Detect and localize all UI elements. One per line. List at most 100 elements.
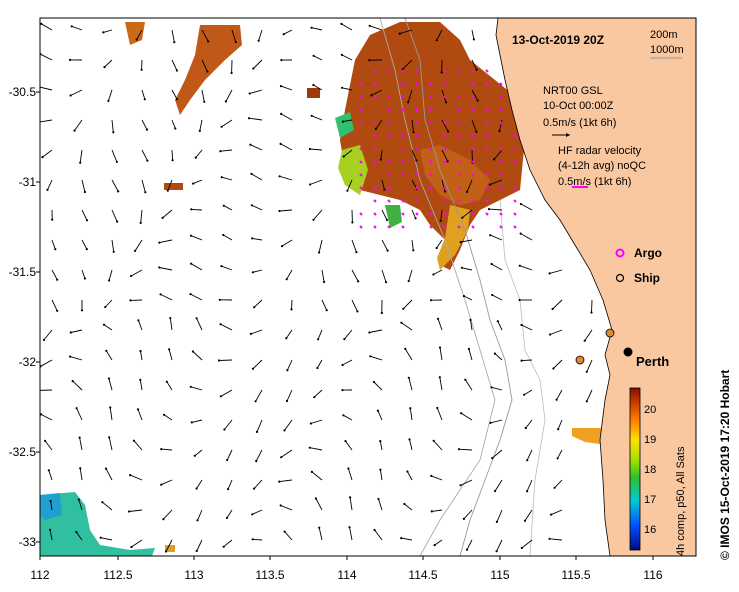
current-vector-head (518, 264, 521, 267)
current-vector (318, 239, 323, 253)
current-vector-head (489, 234, 492, 237)
current-vector-head (549, 333, 552, 336)
current-vector (490, 234, 503, 241)
radar-vector (387, 134, 391, 138)
model-time: 10-Oct 00:00Z (543, 100, 614, 112)
argo-label: Argo (634, 246, 662, 260)
radar-vector (457, 199, 461, 203)
current-vector-head (162, 413, 166, 416)
current-vector (549, 538, 563, 541)
current-vector (309, 179, 323, 185)
current-vector (252, 59, 263, 69)
current-vector (491, 263, 503, 271)
current-vector-head (278, 480, 281, 483)
contour-200m-label: 200m (650, 29, 678, 41)
current-vector-head (318, 251, 321, 254)
radar-vector (429, 121, 433, 125)
current-vector (309, 148, 323, 151)
current-vector (109, 407, 113, 421)
current-vector (371, 89, 383, 96)
current-vector (378, 498, 383, 511)
current-vector (343, 149, 353, 157)
radar-vector (485, 186, 489, 190)
current-vector (436, 239, 443, 249)
current-vector-head (85, 219, 89, 222)
current-vector-head (460, 266, 463, 269)
current-vector (434, 539, 443, 546)
current-vector-head (222, 545, 225, 548)
current-vector-head (472, 38, 475, 41)
current-vector-head (490, 262, 493, 266)
current-vector (461, 267, 473, 271)
radar-vector (457, 134, 461, 138)
radar-vector (471, 69, 475, 73)
radar-vector (359, 95, 363, 99)
current-vector-head (398, 32, 401, 35)
radar-vector (457, 95, 461, 99)
current-vector-head (340, 22, 343, 25)
current-vector (252, 509, 263, 515)
current-vector-head (195, 317, 198, 320)
current-vector-head (195, 487, 198, 490)
current-vector-head (108, 279, 111, 282)
current-vector (380, 149, 383, 160)
current-vector (137, 409, 143, 421)
radar-vector (485, 212, 489, 216)
current-vector (407, 471, 413, 481)
radar-vector (387, 225, 391, 229)
current-vector (100, 537, 113, 541)
current-vector-head (234, 40, 237, 44)
current-vector (190, 386, 203, 391)
current-vector-head (492, 158, 496, 161)
current-vector-head (104, 305, 107, 309)
current-vector (493, 149, 503, 160)
colorbar-ticks: 20 19 18 17 16 (644, 404, 656, 536)
current-vector-head (108, 436, 111, 439)
current-vector (520, 233, 533, 241)
current-vector-head (285, 399, 289, 403)
radar-vector (387, 108, 391, 112)
current-vector-head (467, 347, 470, 351)
current-vector (437, 318, 443, 331)
current-vector (251, 204, 263, 211)
current-vector-head (206, 70, 209, 73)
current-vector-head (250, 172, 253, 175)
current-vector-head (432, 273, 435, 276)
current-vector (70, 329, 83, 333)
current-vector (401, 537, 413, 541)
current-vector (50, 501, 53, 511)
current-vector (586, 359, 593, 372)
current-vector (43, 329, 53, 341)
current-vector-head (254, 400, 257, 403)
current-vector (471, 89, 479, 101)
current-vector-head (488, 183, 492, 186)
current-vector-head (491, 457, 494, 460)
current-vector-head (78, 436, 81, 439)
radar-vector (373, 225, 377, 229)
current-vector-head (465, 190, 469, 193)
radar-vector (359, 225, 363, 229)
current-vector-head (551, 307, 554, 311)
current-vector (249, 89, 263, 94)
current-vector-head (459, 484, 462, 487)
radar-vector (401, 95, 405, 99)
current-vector (280, 113, 293, 121)
current-vector-head (230, 71, 233, 75)
current-vector (48, 470, 53, 481)
radar-vector (513, 186, 517, 190)
current-vector-head (465, 548, 469, 551)
current-vector-head (49, 500, 52, 503)
radar-vector (443, 186, 447, 190)
current-vector (488, 208, 503, 211)
current-vector (197, 509, 203, 521)
current-vector-head (44, 439, 47, 442)
current-vector (103, 29, 113, 33)
radar-vector (471, 147, 475, 151)
radar-vector (373, 95, 377, 99)
radar-vector (457, 108, 461, 112)
radar-vector (499, 212, 503, 216)
radar-vector (359, 212, 363, 216)
current-vector (258, 29, 263, 41)
current-vector-head (194, 156, 197, 159)
current-vector-head (69, 331, 72, 334)
